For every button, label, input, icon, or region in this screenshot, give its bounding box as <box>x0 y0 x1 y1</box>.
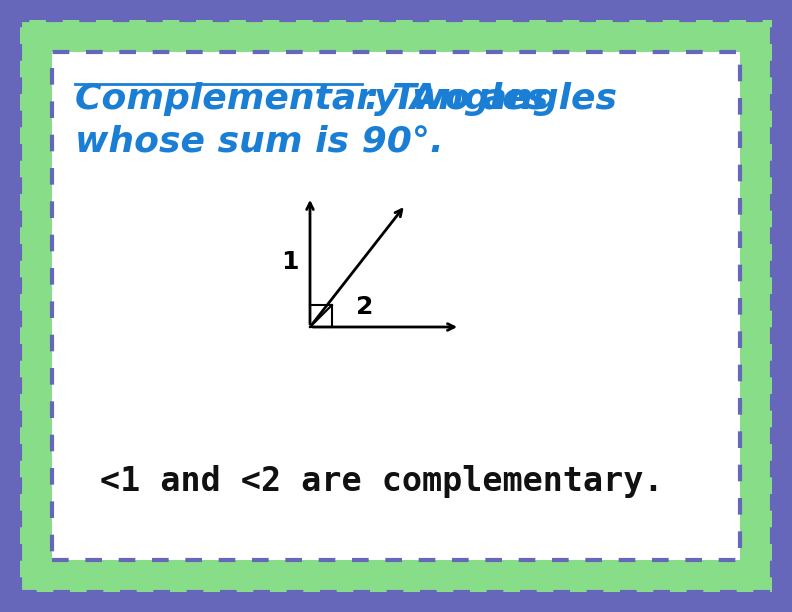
Text: <1 and <2 are complementary.: <1 and <2 are complementary. <box>100 466 664 499</box>
Text: whose sum is 90°.: whose sum is 90°. <box>75 124 444 158</box>
Text: Complementary Angles: Complementary Angles <box>75 82 548 116</box>
FancyBboxPatch shape <box>52 52 740 560</box>
FancyBboxPatch shape <box>20 20 772 592</box>
Text: 2: 2 <box>356 295 374 319</box>
Text: : Two angles: : Two angles <box>365 82 617 116</box>
Bar <box>52 52 740 560</box>
Text: 1: 1 <box>281 250 299 274</box>
